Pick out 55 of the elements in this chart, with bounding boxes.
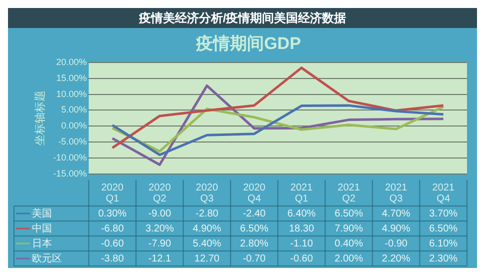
data-label: 4.90% [192, 223, 222, 234]
data-label: 3.70% [429, 208, 458, 220]
data-label: 6.50% [240, 223, 268, 234]
y-axis-title: 坐标轴标题 [34, 90, 47, 146]
data-label: 6.50% [429, 223, 458, 234]
data-label: 3.20% [145, 223, 174, 234]
legend-label: 日本 [32, 237, 52, 250]
data-label: 12.70 [194, 253, 220, 264]
data-label: -2.80 [196, 208, 219, 220]
data-label: -9.00 [148, 208, 172, 220]
y-tick-label: 20.00% [56, 56, 87, 67]
x-tick-label: 2020 Q3 [196, 182, 218, 204]
y-tick-label: 0.00% [61, 120, 87, 131]
data-label: 0.30% [98, 208, 127, 220]
data-label: -12.1 [148, 253, 172, 264]
text: 疫情美经济分析/疫情期间美国经济数据 [8, 8, 477, 28]
y-tick-label: 10.00% [56, 88, 87, 99]
data-label: -0.60 [290, 253, 314, 264]
y-tick-label: -10.00% [53, 152, 87, 163]
data-label: 2.20% [382, 253, 410, 264]
data-label: -7.90 [148, 238, 172, 250]
data-label: -0.90 [384, 238, 408, 250]
data-label: 2.30% [429, 253, 458, 264]
data-label: 4.90% [382, 223, 410, 234]
legend-label: 欧元区 [32, 253, 62, 264]
y-tick-label: -5.00% [58, 136, 87, 147]
x-tick-label: 2021 Q3 [384, 182, 408, 204]
data-label: -2.40 [242, 208, 266, 220]
y-tick-label: 5.00% [61, 104, 87, 115]
data-label: -1.10 [290, 238, 314, 250]
y-tick-label: 15.00% [56, 72, 87, 83]
x-tick-label: 2020 Q2 [148, 182, 172, 204]
data-label: 4.70% [382, 208, 410, 220]
data-label: 18.30 [288, 223, 314, 234]
data-label: -0.70 [242, 253, 266, 264]
y-tick-label: -15.00% [53, 168, 87, 178]
data-label: 6.10% [429, 238, 458, 250]
data-label: -6.80 [100, 223, 124, 234]
x-tick-label: 2020 Q4 [243, 182, 266, 204]
data-label: 5.40% [192, 238, 222, 250]
data-label: -3.80 [100, 253, 124, 264]
x-tick-label: 2021 Q1 [290, 182, 314, 204]
data-label: 6.50% [334, 208, 364, 220]
data-label: 7.90% [334, 223, 364, 234]
data-label: 2.00% [334, 253, 364, 264]
legend-label: 美国 [32, 207, 52, 220]
chart-title: 疫情期间GDP [195, 34, 301, 53]
data-label: 2.80% [240, 238, 268, 250]
legend-label: 中国 [32, 222, 52, 234]
x-tick-label: 2020 Q1 [101, 182, 124, 204]
data-label: 0.40% [334, 238, 364, 250]
data-label: 6.40% [287, 208, 316, 220]
data-label: -0.60 [100, 238, 124, 250]
x-tick-label: 2021 Q4 [432, 182, 455, 204]
x-tick-label: 2021 Q2 [338, 182, 360, 204]
